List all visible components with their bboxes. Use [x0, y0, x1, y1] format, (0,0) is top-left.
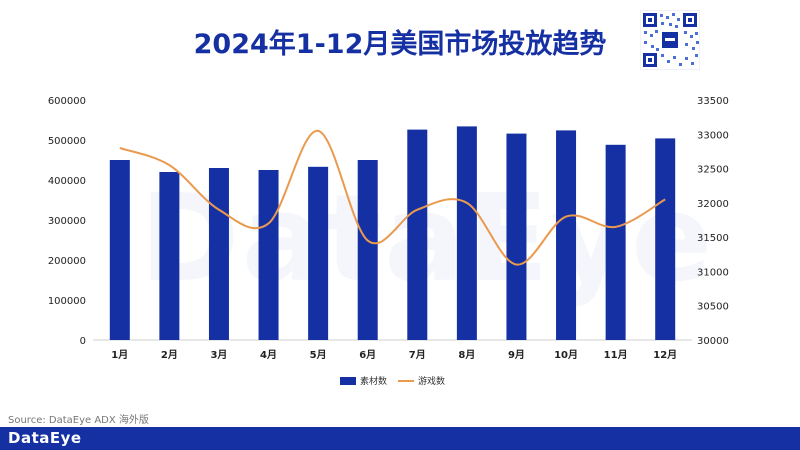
y-right-tick-label: 33500 [697, 96, 729, 107]
x-tick-label: 3月 [210, 349, 227, 361]
qr-code-icon [640, 10, 700, 70]
x-tick-label: 4月 [260, 349, 277, 361]
y-right-tick-label: 30500 [697, 302, 729, 313]
x-tick-label: 8月 [458, 349, 475, 361]
x-tick-label: 1月 [111, 349, 128, 361]
y-left-tick-label: 100000 [48, 296, 86, 307]
x-tick-label: 7月 [409, 349, 426, 361]
line-series-games [119, 129, 666, 266]
legend-label-games: 游戏数 [418, 375, 445, 387]
y-left-tick-label: 400000 [48, 176, 86, 187]
bar-8 [456, 126, 477, 341]
y-right-tick-label: 31500 [697, 233, 729, 244]
x-tick-label: 6月 [359, 349, 376, 361]
x-tick-label: 9月 [508, 349, 525, 361]
bar-2 [159, 172, 180, 340]
y-right-tick-label: 31000 [697, 267, 729, 278]
bar-7 [407, 129, 428, 340]
legend-label-materials: 素材数 [360, 375, 387, 387]
footer-logo: DataEye [8, 429, 82, 447]
bar-9 [506, 133, 527, 340]
bar-11 [605, 144, 626, 340]
y-right-tick-label: 33000 [697, 130, 729, 141]
y-right-tick-label: 30000 [697, 336, 729, 347]
bar-6 [357, 160, 378, 340]
source-note: Source: DataEye ADX 海外版 [8, 415, 149, 426]
footer-bar: DataEye [0, 427, 800, 450]
y-left-tick-label: 500000 [48, 136, 86, 147]
chart-title: 2024年1-12月美国市场投放趋势 [193, 29, 607, 60]
bar-5 [308, 166, 329, 340]
x-tick-label: 12月 [653, 349, 677, 361]
y-left-tick-label: 300000 [48, 216, 86, 227]
x-tick-label: 11月 [604, 349, 628, 361]
y-right-tick-label: 32000 [697, 199, 729, 210]
legend-bar-swatch [340, 377, 356, 385]
y-left-tick-label: 0 [80, 336, 86, 347]
bar-12 [655, 138, 676, 340]
chart: 0 100000 200000 300000 400000 500000 600000 300… [48, 96, 729, 387]
x-tick-label: 2月 [161, 349, 178, 361]
bar-10 [556, 130, 577, 340]
y-left-tick-label: 200000 [48, 256, 86, 267]
bar-3 [208, 168, 229, 340]
y-right-tick-label: 32500 [697, 165, 729, 176]
y-left-tick-label: 600000 [48, 96, 86, 107]
bar-1 [109, 160, 130, 340]
x-tick-label: 5月 [310, 349, 327, 361]
bar-4 [258, 170, 279, 340]
x-tick-label: 10月 [554, 349, 578, 361]
